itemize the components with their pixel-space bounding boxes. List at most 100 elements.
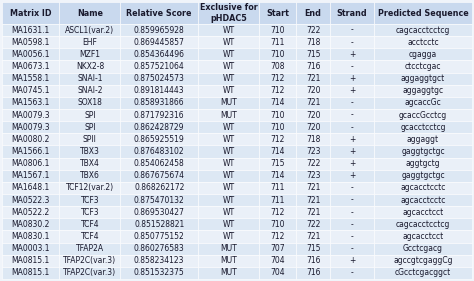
Bar — [330, 146, 374, 158]
Text: MA0522.2: MA0522.2 — [12, 208, 50, 217]
Text: MA0079.3: MA0079.3 — [11, 123, 50, 132]
Bar — [330, 109, 374, 121]
Text: 0.854364496: 0.854364496 — [134, 50, 185, 59]
Text: 712: 712 — [270, 208, 285, 217]
Text: MA1648.1: MA1648.1 — [12, 183, 50, 192]
Text: WT: WT — [222, 159, 235, 168]
Bar — [374, 2, 472, 24]
Bar — [296, 97, 330, 109]
Bar — [198, 60, 259, 72]
Text: MA0830.2: MA0830.2 — [11, 220, 50, 229]
Text: 716: 716 — [306, 268, 320, 277]
Bar — [120, 121, 198, 133]
Text: TFAP2C(var.3): TFAP2C(var.3) — [64, 268, 117, 277]
Bar — [59, 109, 120, 121]
Bar — [330, 36, 374, 48]
Text: MA0745.1: MA0745.1 — [11, 86, 50, 95]
Text: WT: WT — [222, 123, 235, 132]
Bar — [120, 97, 198, 109]
Bar — [198, 48, 259, 60]
Bar — [59, 97, 120, 109]
Text: TCF12(var.2): TCF12(var.2) — [66, 183, 114, 192]
Text: +: + — [349, 74, 355, 83]
Text: SOX18: SOX18 — [77, 98, 102, 107]
Bar — [296, 133, 330, 146]
Bar — [120, 218, 198, 230]
Text: SPI: SPI — [84, 110, 96, 120]
Text: TCF4: TCF4 — [81, 232, 99, 241]
Bar — [330, 267, 374, 279]
Text: 0.854062458: 0.854062458 — [134, 159, 184, 168]
Bar — [198, 85, 259, 97]
Bar — [259, 243, 296, 255]
Bar — [374, 206, 472, 218]
Text: Predicted Sequence: Predicted Sequence — [378, 8, 468, 17]
Bar — [59, 146, 120, 158]
Bar — [330, 97, 374, 109]
Text: Gcctcgacg: Gcctcgacg — [403, 244, 443, 253]
Bar — [374, 60, 472, 72]
Bar — [59, 85, 120, 97]
Bar — [2, 133, 59, 146]
Bar — [259, 48, 296, 60]
Text: +: + — [349, 50, 355, 59]
Text: gcacctcctcg: gcacctcctcg — [400, 123, 446, 132]
Bar — [2, 206, 59, 218]
Bar — [259, 230, 296, 243]
Bar — [374, 72, 472, 85]
Text: 712: 712 — [270, 232, 285, 241]
Text: 0.875024573: 0.875024573 — [134, 74, 185, 83]
Text: MA0830.1: MA0830.1 — [11, 232, 50, 241]
Bar — [2, 2, 59, 24]
Bar — [120, 133, 198, 146]
Bar — [296, 182, 330, 194]
Bar — [198, 2, 259, 24]
Text: 712: 712 — [270, 74, 285, 83]
Bar — [330, 206, 374, 218]
Bar — [296, 109, 330, 121]
Text: WT: WT — [222, 232, 235, 241]
Text: MA0806.1: MA0806.1 — [11, 159, 50, 168]
Bar — [259, 121, 296, 133]
Text: 720: 720 — [306, 86, 320, 95]
Text: 721: 721 — [306, 183, 320, 192]
Bar — [120, 255, 198, 267]
Text: 0.876483102: 0.876483102 — [134, 147, 184, 156]
Bar — [59, 255, 120, 267]
Text: -: - — [351, 110, 353, 120]
Bar — [198, 243, 259, 255]
Bar — [120, 158, 198, 170]
Text: TFAP2C(var.3): TFAP2C(var.3) — [64, 256, 117, 265]
Bar — [296, 255, 330, 267]
Bar — [198, 24, 259, 36]
Bar — [296, 24, 330, 36]
Text: MUT: MUT — [220, 256, 237, 265]
Bar — [374, 121, 472, 133]
Bar — [296, 158, 330, 170]
Bar — [2, 97, 59, 109]
Bar — [259, 2, 296, 24]
Text: TBX4: TBX4 — [80, 159, 100, 168]
Bar — [296, 36, 330, 48]
Bar — [2, 255, 59, 267]
Bar — [2, 72, 59, 85]
Text: WT: WT — [222, 220, 235, 229]
Text: 714: 714 — [270, 98, 285, 107]
Text: 715: 715 — [306, 50, 320, 59]
Bar — [2, 243, 59, 255]
Text: 0.858234123: 0.858234123 — [134, 256, 184, 265]
Bar — [330, 60, 374, 72]
Bar — [2, 48, 59, 60]
Bar — [296, 243, 330, 255]
Text: 0.868262172: 0.868262172 — [134, 183, 184, 192]
Bar — [120, 146, 198, 158]
Bar — [120, 170, 198, 182]
Text: 721: 721 — [306, 232, 320, 241]
Bar — [330, 218, 374, 230]
Bar — [374, 48, 472, 60]
Text: 711: 711 — [270, 183, 285, 192]
Bar — [374, 243, 472, 255]
Text: MA0522.3: MA0522.3 — [11, 196, 50, 205]
Bar — [59, 243, 120, 255]
Text: WT: WT — [222, 86, 235, 95]
